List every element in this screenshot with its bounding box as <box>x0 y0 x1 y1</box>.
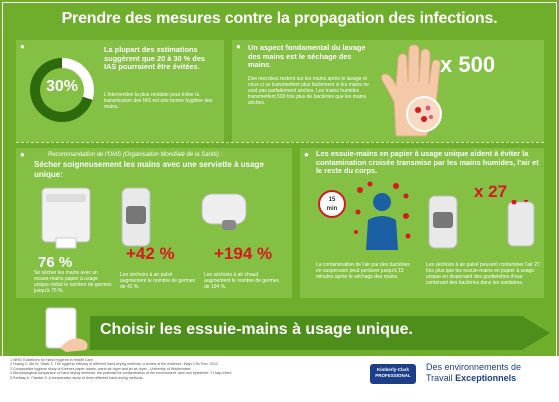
page-title: Prendre des mesures contre la propagatio… <box>61 10 498 27</box>
panel2-body: Des microbes restent sur les mains après… <box>248 76 369 106</box>
panel3-heading: Sécher soigneusement les mains avec une … <box>34 160 264 179</box>
panel4-heading: Les essuie-mains en papier à usage uniqu… <box>316 149 539 176</box>
contamination-air-text: La contamination de l'air par des bactér… <box>316 262 410 280</box>
divider <box>16 142 544 143</box>
clock-value: 15 <box>328 197 336 203</box>
tagline-bold: Exceptionnels <box>455 373 517 383</box>
paper-towel-dispenser-icon <box>41 187 91 249</box>
contamination-dryer-text: Les sèchoirs à air pulsé peuvent contami… <box>426 262 540 286</box>
bullet-icon: ● <box>304 150 309 159</box>
reference-item: 4 Microbiological comparison of hand dry… <box>10 371 233 376</box>
percentage-ring <box>30 58 94 122</box>
reference-item: 5 Redway K, Fawdar S. A comparative stud… <box>10 375 144 380</box>
bullet-icon: ● <box>236 42 241 51</box>
panel3-subtitle: Recommandation de l'OMS (Organisation Mo… <box>48 152 223 158</box>
tagline-plain: Travail <box>426 373 456 383</box>
panel1-body: L'intervention la plus rentable pour évi… <box>104 92 213 110</box>
bullet-icon: ● <box>20 42 25 51</box>
multiplier-27: x 27 <box>474 182 508 201</box>
banner-background <box>90 316 550 350</box>
brand-logo: Kimberly-Clark PROFESSIONAL <box>370 364 416 384</box>
bullet-icon: ● <box>20 150 25 159</box>
person-bacteria-icon <box>354 181 411 250</box>
tagline: Des environnements de Travail Exceptionn… <box>426 362 521 384</box>
jet-air-dryer-icon <box>121 187 151 247</box>
paper-towel-hand-icon <box>45 307 88 352</box>
paper-towel-text: Se sécher les mains avec un essuie-mains… <box>34 270 112 294</box>
banner-text: Choisir les essuie-mains à usage unique. <box>100 321 413 338</box>
tagline-line1: Des environnements de <box>426 362 522 372</box>
footer <box>0 356 559 402</box>
references: 1 WHO Guidelines for Hand Hygiene in Hea… <box>10 358 360 380</box>
panel-cross-contamination <box>300 148 544 298</box>
percent-jet-dryer: +42 % <box>126 244 175 263</box>
percent-warm-dryer: +194 % <box>214 244 273 263</box>
reference-item: 3 Comparative hygiene study of Kleenex p… <box>10 366 192 371</box>
warm-air-dryer-icon <box>201 193 247 230</box>
warm-dryer-text: Les sèchoirs à air chaud augmentent le n… <box>204 272 280 290</box>
percent-paper-towel: 76 % <box>38 254 73 271</box>
reference-item: 1 WHO Guidelines for Hand Hygiene in Hea… <box>10 358 94 362</box>
clock-icon: 15 min <box>318 190 346 218</box>
hand-icon <box>381 44 442 137</box>
clock-unit: min <box>326 206 338 212</box>
brand-name: Kimberly-Clark <box>376 367 409 372</box>
panel1-heading: La plupart des estimations suggèrent que… <box>104 45 206 72</box>
brand-subtitle: PROFESSIONAL <box>375 373 411 378</box>
air-dryer-unit-icon <box>507 200 535 247</box>
panel2-heading: Un aspect fondamental du lavage des main… <box>248 43 366 70</box>
jet-dryer-text: Les sèchoirs à air pulsé augmentent le n… <box>120 272 196 290</box>
jet-air-dryer-icon <box>428 195 458 249</box>
multiplier-500: x 500 <box>440 52 496 77</box>
reference-item: 2 Huang C, Ma W, Stack S. The hygienic e… <box>10 362 219 367</box>
ring-value: 30% <box>45 78 79 95</box>
